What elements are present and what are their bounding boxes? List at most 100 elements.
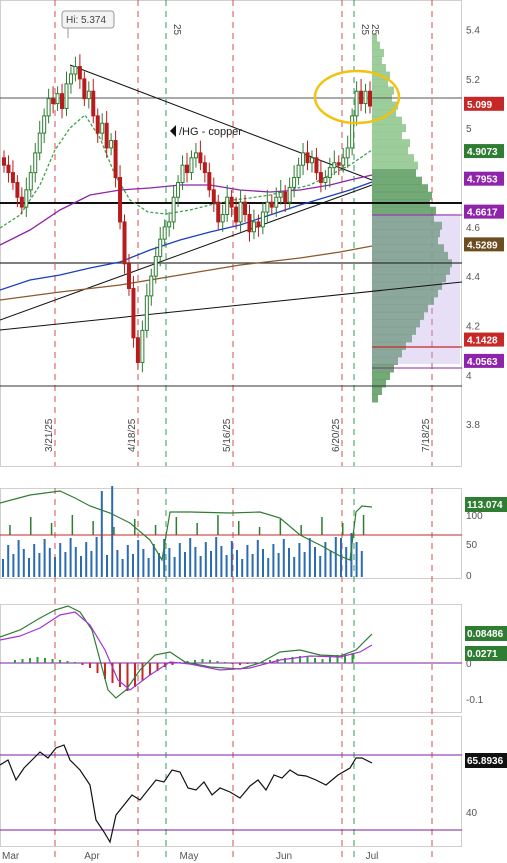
candle-body bbox=[162, 226, 167, 240]
volume-bar bbox=[142, 549, 145, 577]
profile-bar bbox=[372, 124, 406, 133]
volume-bar bbox=[329, 551, 332, 577]
candle-body bbox=[323, 177, 328, 183]
candle-body bbox=[86, 90, 91, 100]
profile-bar bbox=[372, 191, 432, 200]
y-tick-label: 4.6 bbox=[466, 223, 480, 234]
volume-bar-up bbox=[154, 525, 157, 535]
volume-bar bbox=[298, 543, 301, 577]
macd-hist-bar bbox=[336, 655, 339, 663]
volume-bar bbox=[64, 552, 67, 577]
macd-hist-bar bbox=[81, 663, 84, 665]
price-tag-box bbox=[464, 204, 504, 219]
macd-hist-bar bbox=[329, 657, 331, 663]
volume-bar-up bbox=[258, 527, 261, 535]
macd-hist-bar bbox=[269, 660, 271, 663]
profile-bar bbox=[372, 101, 398, 110]
price-tag-value: 4.9073 bbox=[467, 147, 498, 158]
volume-green-line bbox=[0, 490, 373, 562]
candle-body bbox=[77, 66, 82, 80]
profile-bar bbox=[372, 371, 390, 380]
volume-bar bbox=[74, 547, 77, 577]
symbol-text: /HG - copper bbox=[179, 126, 242, 138]
profile-bar bbox=[372, 304, 428, 313]
macd-hist-bar bbox=[21, 659, 24, 663]
profile-bar bbox=[372, 221, 442, 230]
vol-tick-label: 100 bbox=[466, 511, 483, 522]
panel-frames bbox=[0, 0, 462, 847]
profile-bar bbox=[372, 274, 446, 283]
price-tag-box bbox=[464, 171, 504, 186]
macd-axis: 0 -0.1 bbox=[466, 659, 484, 706]
volume-bar bbox=[256, 540, 259, 577]
candle-body bbox=[180, 164, 185, 183]
volume-bar bbox=[152, 544, 155, 577]
candle-body bbox=[15, 181, 20, 198]
profile-bar bbox=[372, 161, 418, 170]
price-tag-value: 4.5289 bbox=[467, 240, 498, 251]
volume-bar-up bbox=[30, 517, 32, 535]
price-tag-box bbox=[464, 144, 504, 159]
ma-brown bbox=[0, 245, 373, 301]
volume-bar bbox=[241, 559, 244, 577]
macd-hist-bar bbox=[321, 659, 324, 663]
volume-bar bbox=[54, 557, 56, 577]
volume-bar bbox=[308, 538, 311, 577]
profile-bar bbox=[372, 64, 386, 73]
candle-body bbox=[167, 221, 172, 228]
volume-bar bbox=[251, 554, 254, 577]
profile-bar bbox=[372, 326, 416, 335]
candle-body bbox=[113, 140, 118, 179]
y-tick-label: 5.2 bbox=[466, 75, 480, 86]
profile-bar bbox=[372, 154, 414, 163]
macd-hist-bar bbox=[36, 657, 39, 663]
candle-body bbox=[149, 275, 154, 297]
candle-body bbox=[109, 140, 114, 149]
volume-bars bbox=[2, 486, 365, 577]
volume-bar-up bbox=[196, 523, 198, 535]
candle-body bbox=[158, 238, 163, 257]
macd-hist-bar bbox=[306, 657, 309, 663]
volume-bar bbox=[137, 540, 140, 577]
svg-text:113.074: 113.074 bbox=[467, 500, 503, 511]
candle-body bbox=[225, 196, 230, 216]
candle-body bbox=[153, 255, 158, 277]
candle-body bbox=[60, 93, 65, 109]
price-tag-box bbox=[464, 332, 504, 347]
candle-body bbox=[126, 263, 131, 289]
volume-bar bbox=[111, 486, 114, 577]
profile-bar bbox=[372, 251, 448, 260]
price-tag-value: 4.0563 bbox=[467, 357, 498, 368]
volume-bar bbox=[132, 554, 134, 577]
volume-bar bbox=[106, 555, 108, 577]
profile-bar bbox=[372, 266, 450, 275]
price-tag-value: 5.099 bbox=[467, 100, 492, 111]
candle-body bbox=[287, 186, 292, 203]
osc-axis: 40 bbox=[466, 808, 478, 819]
ma-blue bbox=[0, 181, 373, 291]
candle-body bbox=[274, 196, 279, 208]
volume-bar bbox=[178, 543, 181, 577]
macd-hist-bar bbox=[239, 663, 241, 665]
profile-bar bbox=[372, 86, 394, 95]
candle-body bbox=[359, 90, 364, 105]
svg-text:65.8936: 65.8936 bbox=[467, 756, 504, 767]
candle-body bbox=[171, 196, 176, 223]
candle-body bbox=[251, 221, 256, 233]
event-date-label: 3/21/25 bbox=[44, 418, 55, 452]
volume-bar bbox=[272, 544, 275, 577]
volume-bar bbox=[236, 550, 238, 577]
candle-body bbox=[220, 214, 225, 223]
profile-bar bbox=[372, 281, 442, 290]
candle-body bbox=[354, 90, 359, 117]
profile-bar bbox=[372, 49, 384, 58]
profile-bar bbox=[372, 116, 402, 125]
volume-bar bbox=[246, 545, 249, 577]
volume-bar bbox=[215, 537, 218, 577]
volume-bar bbox=[314, 547, 316, 577]
profile-bar bbox=[372, 214, 434, 223]
volume-bar-up bbox=[300, 525, 302, 535]
candle-body bbox=[314, 157, 319, 174]
candle-body bbox=[296, 164, 301, 179]
